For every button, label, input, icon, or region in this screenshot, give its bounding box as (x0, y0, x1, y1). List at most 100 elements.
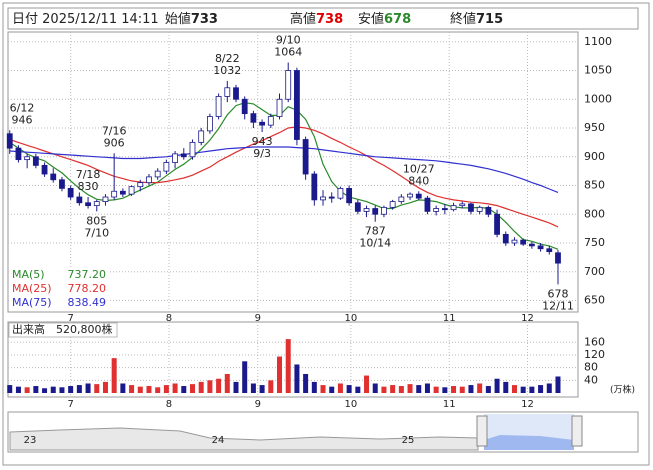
legend-name: MA(25) (12, 282, 52, 295)
volume-bar (224, 373, 230, 393)
volume-bar (250, 383, 256, 393)
value: 678 (384, 12, 411, 27)
label: 安値 (358, 11, 384, 27)
candle-body (502, 233, 509, 244)
candle-body (433, 208, 440, 212)
candle-body (180, 153, 187, 158)
volume-legend-box (8, 322, 118, 338)
candle-body (546, 248, 553, 253)
candle-body (407, 193, 413, 198)
candle-body (224, 87, 231, 97)
volume-bar (433, 386, 439, 393)
candle-body (111, 190, 118, 198)
candle-body (119, 190, 126, 195)
volume-bar (442, 387, 448, 393)
candle-body (459, 203, 466, 207)
volume-bar (303, 373, 309, 393)
candle-body (337, 187, 344, 199)
volume-bar (68, 386, 74, 393)
y-tick-label: 80 (584, 361, 598, 374)
navigator-handle[interactable] (571, 415, 583, 447)
candle-body (128, 186, 135, 195)
volume-bar (42, 388, 48, 393)
y-tick-label: 700 (584, 265, 605, 278)
candle-body (59, 179, 65, 189)
navigator-label: 24 (212, 435, 225, 446)
annotation-price: 805 (86, 214, 107, 227)
volume-bar (102, 381, 108, 393)
volume-bar (198, 381, 204, 393)
candle-body (102, 196, 109, 203)
candle-body (32, 156, 39, 166)
legend-value: 737.20 (68, 268, 107, 281)
volume-bar (555, 376, 561, 393)
candle-body (381, 206, 387, 215)
open: 733 (191, 12, 218, 27)
legend-name: MA(5) (12, 268, 45, 281)
annotation-price: 840 (408, 174, 429, 187)
y-tick-label: 850 (584, 179, 605, 192)
x-tick-label: 9 (255, 399, 261, 410)
candle-body (67, 187, 74, 198)
candle-body (189, 141, 196, 158)
x-tick-label: 7 (67, 313, 73, 324)
volume-bar (277, 356, 283, 393)
volume-bar (520, 386, 526, 393)
volume-bar (242, 361, 248, 393)
candle-body (233, 87, 239, 100)
candle-body (520, 239, 527, 245)
volume-bar (7, 385, 13, 393)
volume-bar (233, 381, 239, 393)
volume-bar (137, 386, 143, 393)
candle-body (511, 239, 518, 244)
volume-bar (424, 383, 430, 393)
volume-bar (355, 386, 361, 393)
volume-bar (216, 378, 222, 393)
volume-bar (407, 384, 413, 393)
volume-bar (120, 383, 126, 393)
annotation-date: 8/22 (215, 52, 240, 65)
candle-body (206, 116, 213, 132)
volume-unit: (万株) (610, 384, 635, 396)
candle-body (328, 196, 335, 199)
ma-line (9, 102, 559, 250)
legend-box (10, 268, 108, 310)
volume-bar (181, 386, 187, 393)
volume-bar (477, 383, 483, 393)
candle-body (76, 196, 83, 204)
candle-body (276, 98, 283, 117)
navigator-label: 23 (24, 435, 37, 446)
label: 始値 (165, 11, 191, 27)
y-tick-label: 1050 (584, 64, 612, 77)
candle-body (494, 213, 500, 235)
volume-bar (172, 383, 178, 393)
navigator-handle[interactable] (476, 415, 488, 447)
close: 終値715 (450, 11, 503, 27)
y-tick-label: 160 (584, 335, 605, 348)
candle-body (468, 203, 474, 212)
volume-bar (294, 364, 300, 393)
candle-body (267, 116, 274, 126)
candle-body (137, 182, 144, 188)
volume-bar (50, 386, 56, 393)
annotation-date: 9/3 (253, 147, 271, 160)
volume-bar (15, 386, 21, 393)
candle-body (398, 196, 405, 203)
y-tick-label: 1100 (584, 35, 612, 48)
candle-body (6, 133, 13, 149)
candle-body (415, 193, 422, 199)
datetime: 2025/12/11 14:11 (42, 12, 159, 27)
x-tick-label: 9 (255, 313, 261, 324)
y-tick-label: 750 (584, 236, 605, 249)
volume-bar (163, 385, 169, 393)
label: 終値 (450, 11, 476, 27)
candle-body (24, 156, 31, 161)
volume-bar (390, 385, 396, 393)
ma-line (9, 146, 559, 193)
candle-body (441, 208, 448, 211)
candle-body (528, 243, 535, 247)
candle-body (163, 162, 170, 172)
annotation-date: 7/18 (76, 168, 101, 181)
y-tick-label: 800 (584, 207, 605, 220)
